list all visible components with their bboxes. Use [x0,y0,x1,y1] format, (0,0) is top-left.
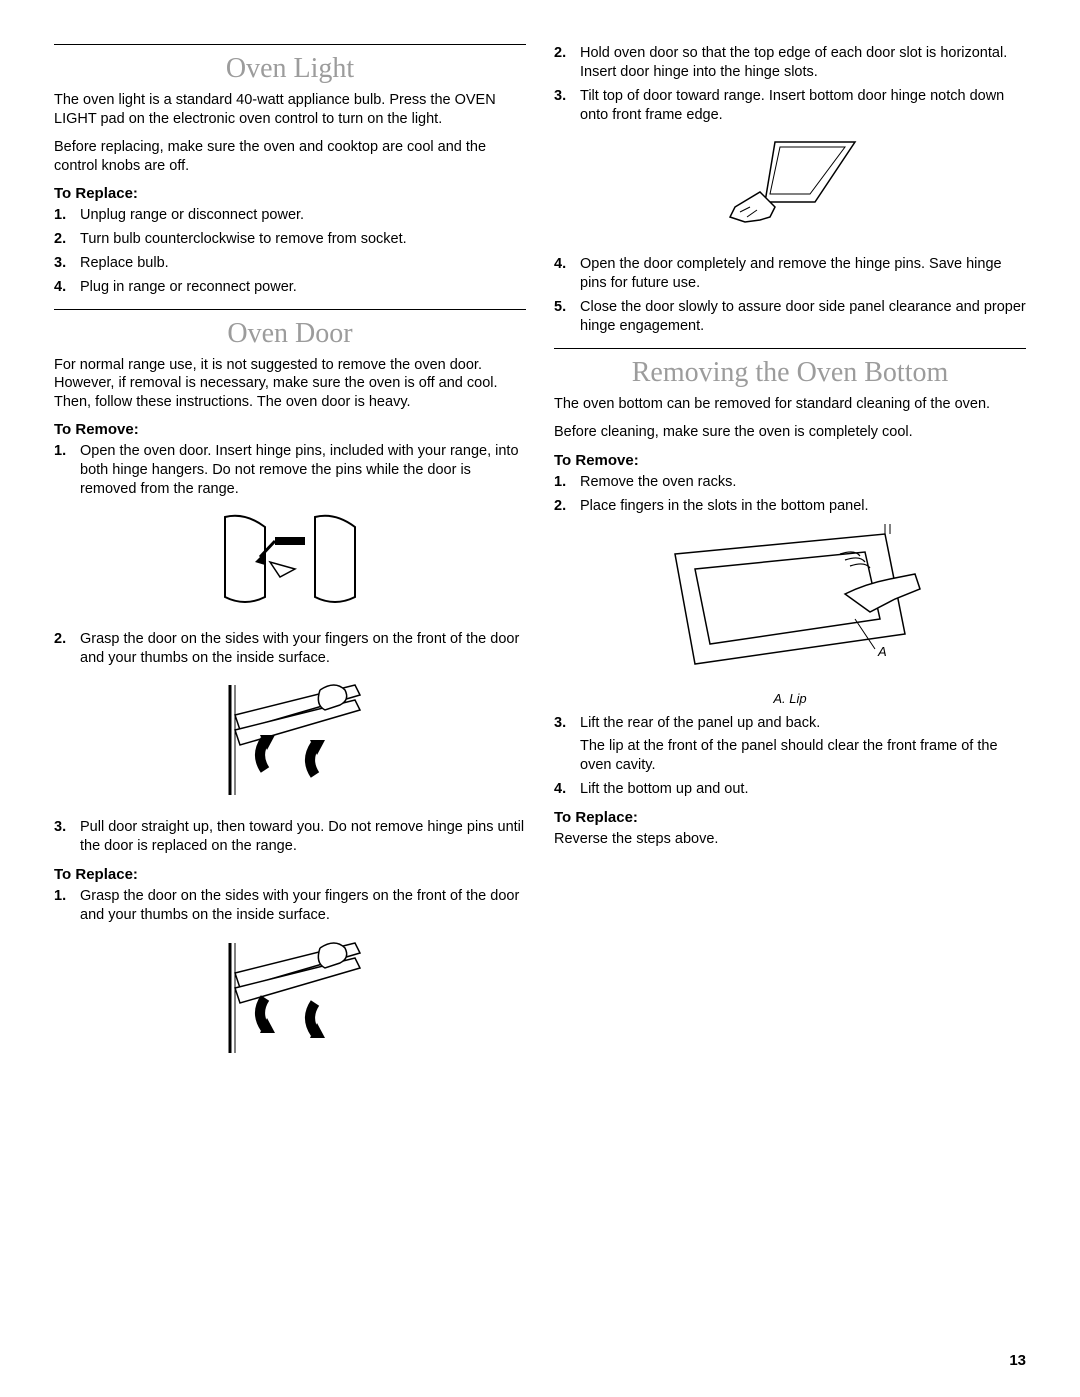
figure-grasp-door-down [54,933,526,1068]
left-column: Oven Light The oven light is a standard … [54,44,526,1076]
ovenbottom-remove-head: To Remove: [554,452,1026,469]
continued-list-a: Hold oven door so that the top edge of e… [554,44,1026,124]
ovenlight-para2: Before replacing, make sure the oven and… [54,138,526,175]
ovenbottom-replace-text: Reverse the steps above. [554,830,1026,849]
ovendoor-replace-list: Grasp the door on the sides with your fi… [54,887,526,925]
rule-top-ovenlight [54,44,526,45]
ovendoor-remove-head: To Remove: [54,421,526,438]
ovenbottom-replace-head: To Replace: [554,809,1026,826]
heading-oven-light: Oven Light [54,53,526,85]
list-item: Place fingers in the slots in the bottom… [554,497,1026,516]
two-column-layout: Oven Light The oven light is a standard … [54,44,1026,1076]
ovendoor-para1: For normal range use, it is not suggeste… [54,356,526,412]
heading-oven-door: Oven Door [54,318,526,350]
list-item: Plug in range or reconnect power. [54,278,526,297]
ovenbottom-remove-list: Remove the oven racks. Place fingers in … [554,473,1026,516]
list-item: Grasp the door on the sides with your fi… [54,887,526,925]
ovenlight-replace-list: Unplug range or disconnect power. Turn b… [54,206,526,296]
list-item: Pull door straight up, then toward you. … [54,818,526,856]
page-number: 13 [1009,1352,1026,1369]
continued-list-b: Open the door completely and remove the … [554,255,1026,335]
ovenbottom-remove-list-2: Lift the rear of the panel up and back. [554,714,1026,733]
rule-sep-ovenbottom [554,348,1026,349]
figure-grasp-door-up [54,675,526,810]
right-column: Hold oven door so that the top edge of e… [554,44,1026,1076]
ovendoor-remove-list: Open the oven door. Insert hinge pins, i… [54,442,526,499]
list-item: Close the door slowly to assure door sid… [554,298,1026,336]
heading-oven-bottom: Removing the Oven Bottom [554,357,1026,389]
list-item: Hold oven door so that the top edge of e… [554,44,1026,82]
ovendoor-remove-list-2: Grasp the door on the sides with your fi… [54,630,526,668]
rule-sep-ovendoor [54,309,526,310]
figure-hinge-notch [554,132,1026,247]
list-item: Replace bulb. [54,254,526,273]
list-item: Lift the bottom up and out. [554,780,1026,799]
list-item: Tilt top of door toward range. Insert bo… [554,87,1026,125]
grasp-door-up-illustration [205,675,375,805]
list-item: Grasp the door on the sides with your fi… [54,630,526,668]
ovendoor-replace-head: To Replace: [54,866,526,883]
ovenbottom-para2: Before cleaning, make sure the oven is c… [554,423,1026,442]
oven-bottom-illustration: A [655,524,925,684]
figure-label-a: A [877,644,887,659]
list-item: Remove the oven racks. [554,473,1026,492]
figure-oven-bottom-panel: A A. Lip [554,524,1026,706]
ovendoor-remove-list-3: Pull door straight up, then toward you. … [54,818,526,856]
hinge-pin-illustration [205,507,375,617]
ovenbottom-remove-list-3: Lift the bottom up and out. [554,780,1026,799]
figure-hinge-pin [54,507,526,622]
hinge-notch-illustration [715,132,865,242]
ovenbottom-para1: The oven bottom can be removed for stand… [554,395,1026,414]
list-item: Lift the rear of the panel up and back. [554,714,1026,733]
list-item: Unplug range or disconnect power. [54,206,526,225]
figure-caption-lip: A. Lip [554,691,1026,706]
list-item: Open the oven door. Insert hinge pins, i… [54,442,526,499]
list-item: Turn bulb counterclockwise to remove fro… [54,230,526,249]
ovenbottom-step3-sub: The lip at the front of the panel should… [554,737,1026,775]
ovenlight-para1: The oven light is a standard 40-watt app… [54,91,526,128]
ovenlight-replace-head: To Replace: [54,185,526,202]
grasp-door-down-illustration [205,933,375,1063]
list-item: Open the door completely and remove the … [554,255,1026,293]
